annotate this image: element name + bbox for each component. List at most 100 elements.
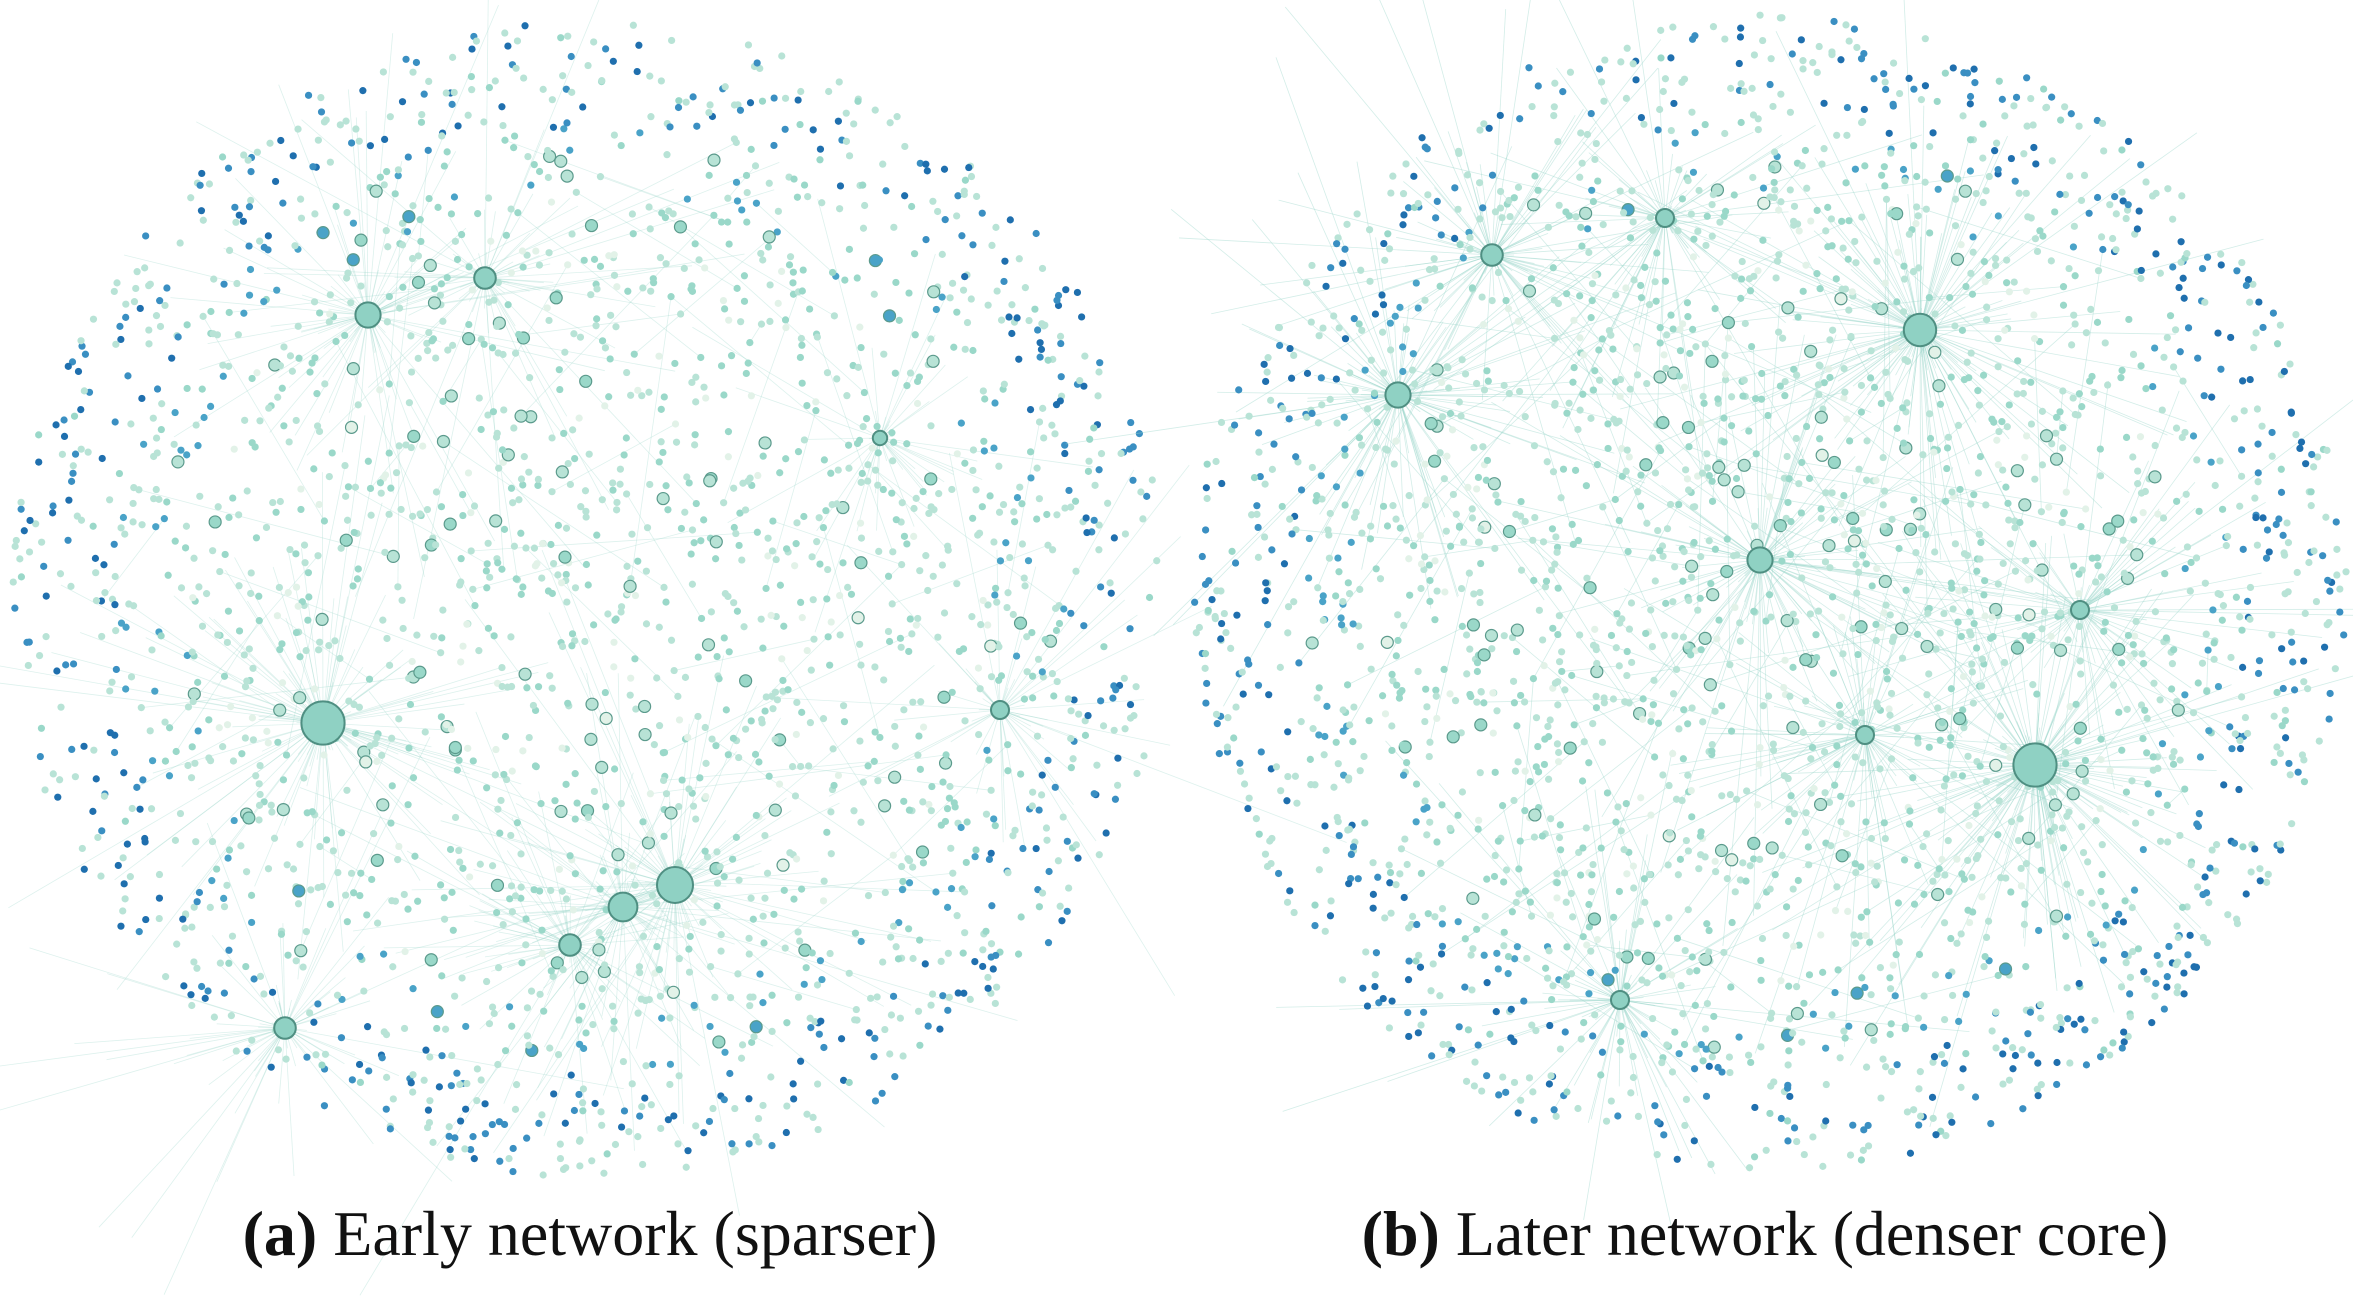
edge [322,722,344,952]
node [78,342,86,350]
edge [1307,394,1399,402]
node [1290,351,1298,359]
node [916,936,924,944]
edge [367,270,658,316]
node [857,818,865,826]
node [697,614,706,623]
edge [569,812,662,946]
node [1751,1103,1759,1112]
node [763,869,772,877]
node [1461,370,1470,378]
node [873,422,881,431]
node [960,888,969,896]
node [80,865,88,873]
node [451,992,459,1000]
node [421,728,429,736]
node [454,122,462,130]
node [1060,605,1068,613]
node [980,447,988,455]
edge [1898,764,2036,985]
edge [1516,725,1584,937]
node [485,298,493,306]
node [780,622,788,630]
edge [999,469,1135,711]
node [646,225,654,233]
node [1554,630,1562,639]
node [1084,711,1092,720]
node [510,542,518,550]
node [71,773,79,781]
node [1963,358,1971,366]
node [1597,78,1606,86]
edge [520,215,715,417]
node [484,194,493,202]
node [530,886,538,894]
node [889,851,897,859]
node [142,915,150,924]
node [555,366,563,374]
node [536,887,544,895]
node [350,700,358,709]
node [413,665,427,679]
node [443,517,457,531]
node [770,910,778,918]
node [208,515,222,529]
node [632,705,640,713]
node [383,168,391,176]
node [912,494,920,502]
node [916,159,924,167]
node [864,461,872,469]
edge [538,791,571,946]
node [953,912,961,920]
edge [116,722,324,990]
node [612,615,620,623]
node [891,742,899,750]
node [764,552,772,560]
edge [269,314,369,433]
node [919,723,928,731]
node [398,98,407,106]
node [854,363,862,371]
node [1864,1023,1878,1037]
edge [674,717,782,886]
node [155,495,163,503]
node [987,786,995,794]
node [857,661,865,669]
node [98,827,106,835]
edge [397,445,400,587]
node [1019,844,1027,853]
node [311,210,319,218]
node [1517,566,1526,574]
node [988,902,996,910]
node [2180,990,2188,998]
node [1667,54,1675,62]
node [820,456,828,464]
node [356,1078,365,1086]
node [778,52,786,60]
node [501,29,509,37]
hub-node [558,933,582,957]
node [971,853,979,861]
node [380,950,388,958]
edge [1397,292,1676,396]
hub-node [354,301,382,329]
edge [480,339,518,580]
node [972,486,980,494]
node [825,87,833,96]
node [514,209,522,217]
edge [694,872,953,901]
edge [1317,394,1399,587]
node [610,1017,618,1026]
edge [1397,394,1458,598]
node [248,918,256,927]
node [721,1048,729,1056]
edge [1444,478,1623,620]
node [398,219,407,227]
edge [2034,630,2089,766]
edge [277,615,370,680]
edge [497,352,618,503]
edge [692,326,881,439]
node [1058,917,1066,925]
node [264,232,272,240]
hub-node [273,1016,297,1040]
